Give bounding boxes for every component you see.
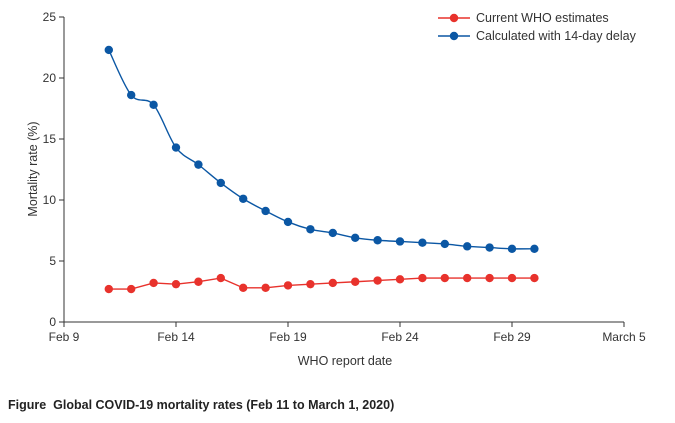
series-point-0-9 bbox=[306, 279, 315, 289]
series-point-1-9 bbox=[306, 225, 315, 234]
legend-marker-1 bbox=[449, 31, 459, 41]
x-tick-label: Feb 19 bbox=[269, 330, 307, 344]
x-tick-label: Feb 24 bbox=[381, 330, 419, 344]
series-point-1-2 bbox=[149, 100, 158, 110]
series-point-0-15 bbox=[440, 273, 449, 283]
series-point-1-11 bbox=[351, 233, 360, 243]
x-tick-label: Feb 9 bbox=[49, 330, 80, 344]
y-tick-label: 10 bbox=[43, 193, 57, 207]
series-point-0-4 bbox=[194, 277, 203, 286]
series-point-0-2 bbox=[149, 278, 158, 288]
series-point-0-14 bbox=[418, 273, 427, 283]
series-point-0-10 bbox=[328, 278, 337, 288]
series-point-1-4 bbox=[194, 160, 203, 169]
series-point-1-5 bbox=[216, 178, 225, 188]
legend-label-1: Calculated with 14-day delay bbox=[476, 29, 637, 43]
series-point-1-8 bbox=[283, 217, 293, 227]
series-point-1-12 bbox=[373, 236, 382, 245]
series-point-0-5 bbox=[216, 273, 225, 283]
y-tick-label: 20 bbox=[43, 71, 57, 85]
series-point-0-3 bbox=[171, 279, 181, 289]
series-0 bbox=[104, 273, 539, 294]
series-point-0-17 bbox=[485, 273, 494, 283]
caption-label: Figure bbox=[8, 398, 47, 412]
x-tick-label: Feb 29 bbox=[493, 330, 531, 344]
chart-ticks: 0 5 10 15 20 25 Feb 9 Feb 14 Feb 19 Feb 24 Feb 29 M… bbox=[43, 10, 646, 344]
series-point-0-0 bbox=[104, 284, 114, 294]
legend-marker-0 bbox=[449, 13, 459, 23]
series-point-0-18 bbox=[507, 273, 517, 283]
series-point-0-8 bbox=[283, 281, 293, 290]
series-point-1-7 bbox=[261, 206, 270, 216]
series-point-0-7 bbox=[261, 283, 270, 293]
chart-legend: Current WHO estimates Calculated with 14-… bbox=[438, 11, 637, 43]
x-tick-label: Feb 14 bbox=[157, 330, 195, 344]
y-tick-label: 15 bbox=[43, 132, 57, 146]
y-tick-label: 25 bbox=[43, 10, 57, 24]
series-point-1-15 bbox=[440, 239, 449, 249]
series-point-0-1 bbox=[127, 284, 136, 294]
series-point-0-11 bbox=[351, 277, 360, 286]
caption-text: Global COVID-19 mortality rates (Feb 11 … bbox=[53, 398, 395, 412]
y-tick-label: 0 bbox=[49, 315, 56, 329]
series-point-0-16 bbox=[463, 273, 472, 283]
series-point-0-19 bbox=[530, 273, 539, 283]
series-point-1-14 bbox=[418, 238, 427, 247]
series-point-1-10 bbox=[328, 228, 337, 238]
figure-caption: Figure Global COVID-19 mortality rates (… bbox=[8, 398, 394, 412]
series-point-1-1 bbox=[127, 90, 136, 100]
x-axis-title: WHO report date bbox=[298, 354, 393, 368]
chart-series bbox=[104, 45, 539, 294]
mortality-line-chart: 0 5 10 15 20 25 Feb 9 Feb 14 Feb 19 Feb 24 Feb 29 M… bbox=[26, 10, 646, 368]
series-point-1-17 bbox=[485, 243, 494, 252]
series-point-1-13 bbox=[395, 237, 405, 246]
x-tick-label: March 5 bbox=[602, 330, 646, 344]
series-point-0-13 bbox=[395, 275, 405, 284]
series-point-1-18 bbox=[507, 244, 517, 253]
y-tick-label: 5 bbox=[49, 254, 56, 268]
y-axis-title: Mortality rate (%) bbox=[26, 121, 40, 216]
series-point-1-3 bbox=[171, 143, 181, 152]
series-point-1-6 bbox=[239, 194, 248, 203]
legend-label-0: Current WHO estimates bbox=[476, 11, 609, 25]
series-point-0-6 bbox=[239, 283, 248, 293]
chart-axes bbox=[63, 17, 624, 323]
series-point-1-16 bbox=[463, 242, 472, 251]
series-point-1-0 bbox=[104, 45, 114, 55]
series-point-1-19 bbox=[530, 244, 539, 253]
series-point-0-12 bbox=[373, 276, 382, 285]
series-1 bbox=[104, 45, 539, 253]
